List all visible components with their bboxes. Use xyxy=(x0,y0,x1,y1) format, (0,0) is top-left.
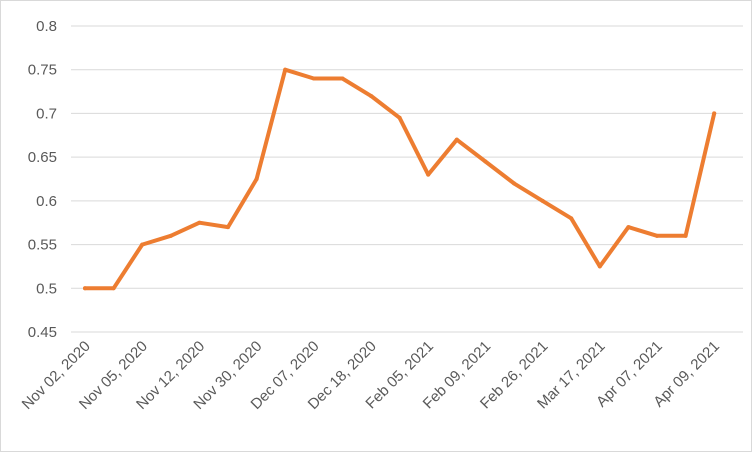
gridlines xyxy=(71,25,743,333)
data-point xyxy=(569,216,574,221)
data-point xyxy=(369,93,373,98)
data-point xyxy=(683,233,688,238)
data-point xyxy=(626,225,631,230)
y-axis-ticks: 0.45 0.5 0.55 0.6 0.65 0.7 0.75 0.8 xyxy=(28,18,57,341)
data-point xyxy=(483,159,488,164)
data-point xyxy=(226,225,230,230)
y-tick-label: 0.5 xyxy=(36,280,57,297)
data-point xyxy=(283,67,288,72)
y-tick-label: 0.7 xyxy=(36,105,57,122)
data-point xyxy=(597,264,602,269)
data-point xyxy=(168,233,173,238)
y-tick-label: 0.6 xyxy=(36,193,57,210)
y-tick-label: 0.75 xyxy=(28,62,57,79)
data-point xyxy=(197,220,202,225)
y-tick-label: 0.55 xyxy=(28,237,57,254)
data-point xyxy=(426,172,431,177)
data-point xyxy=(397,115,402,120)
data-point xyxy=(83,286,87,291)
data-point xyxy=(655,233,659,238)
series-line-0 xyxy=(83,67,717,291)
data-point xyxy=(111,286,116,291)
data-point xyxy=(340,76,345,81)
data-point xyxy=(712,111,717,116)
data-point xyxy=(512,181,516,186)
y-tick-label: 0.45 xyxy=(28,324,57,341)
y-tick-label: 0.65 xyxy=(28,149,57,166)
data-point xyxy=(311,76,316,81)
data-point xyxy=(540,198,545,203)
data-point xyxy=(454,137,459,142)
y-tick-label: 0.8 xyxy=(36,18,57,35)
data-point xyxy=(140,242,145,247)
data-point xyxy=(254,177,259,181)
series-group xyxy=(83,67,717,291)
